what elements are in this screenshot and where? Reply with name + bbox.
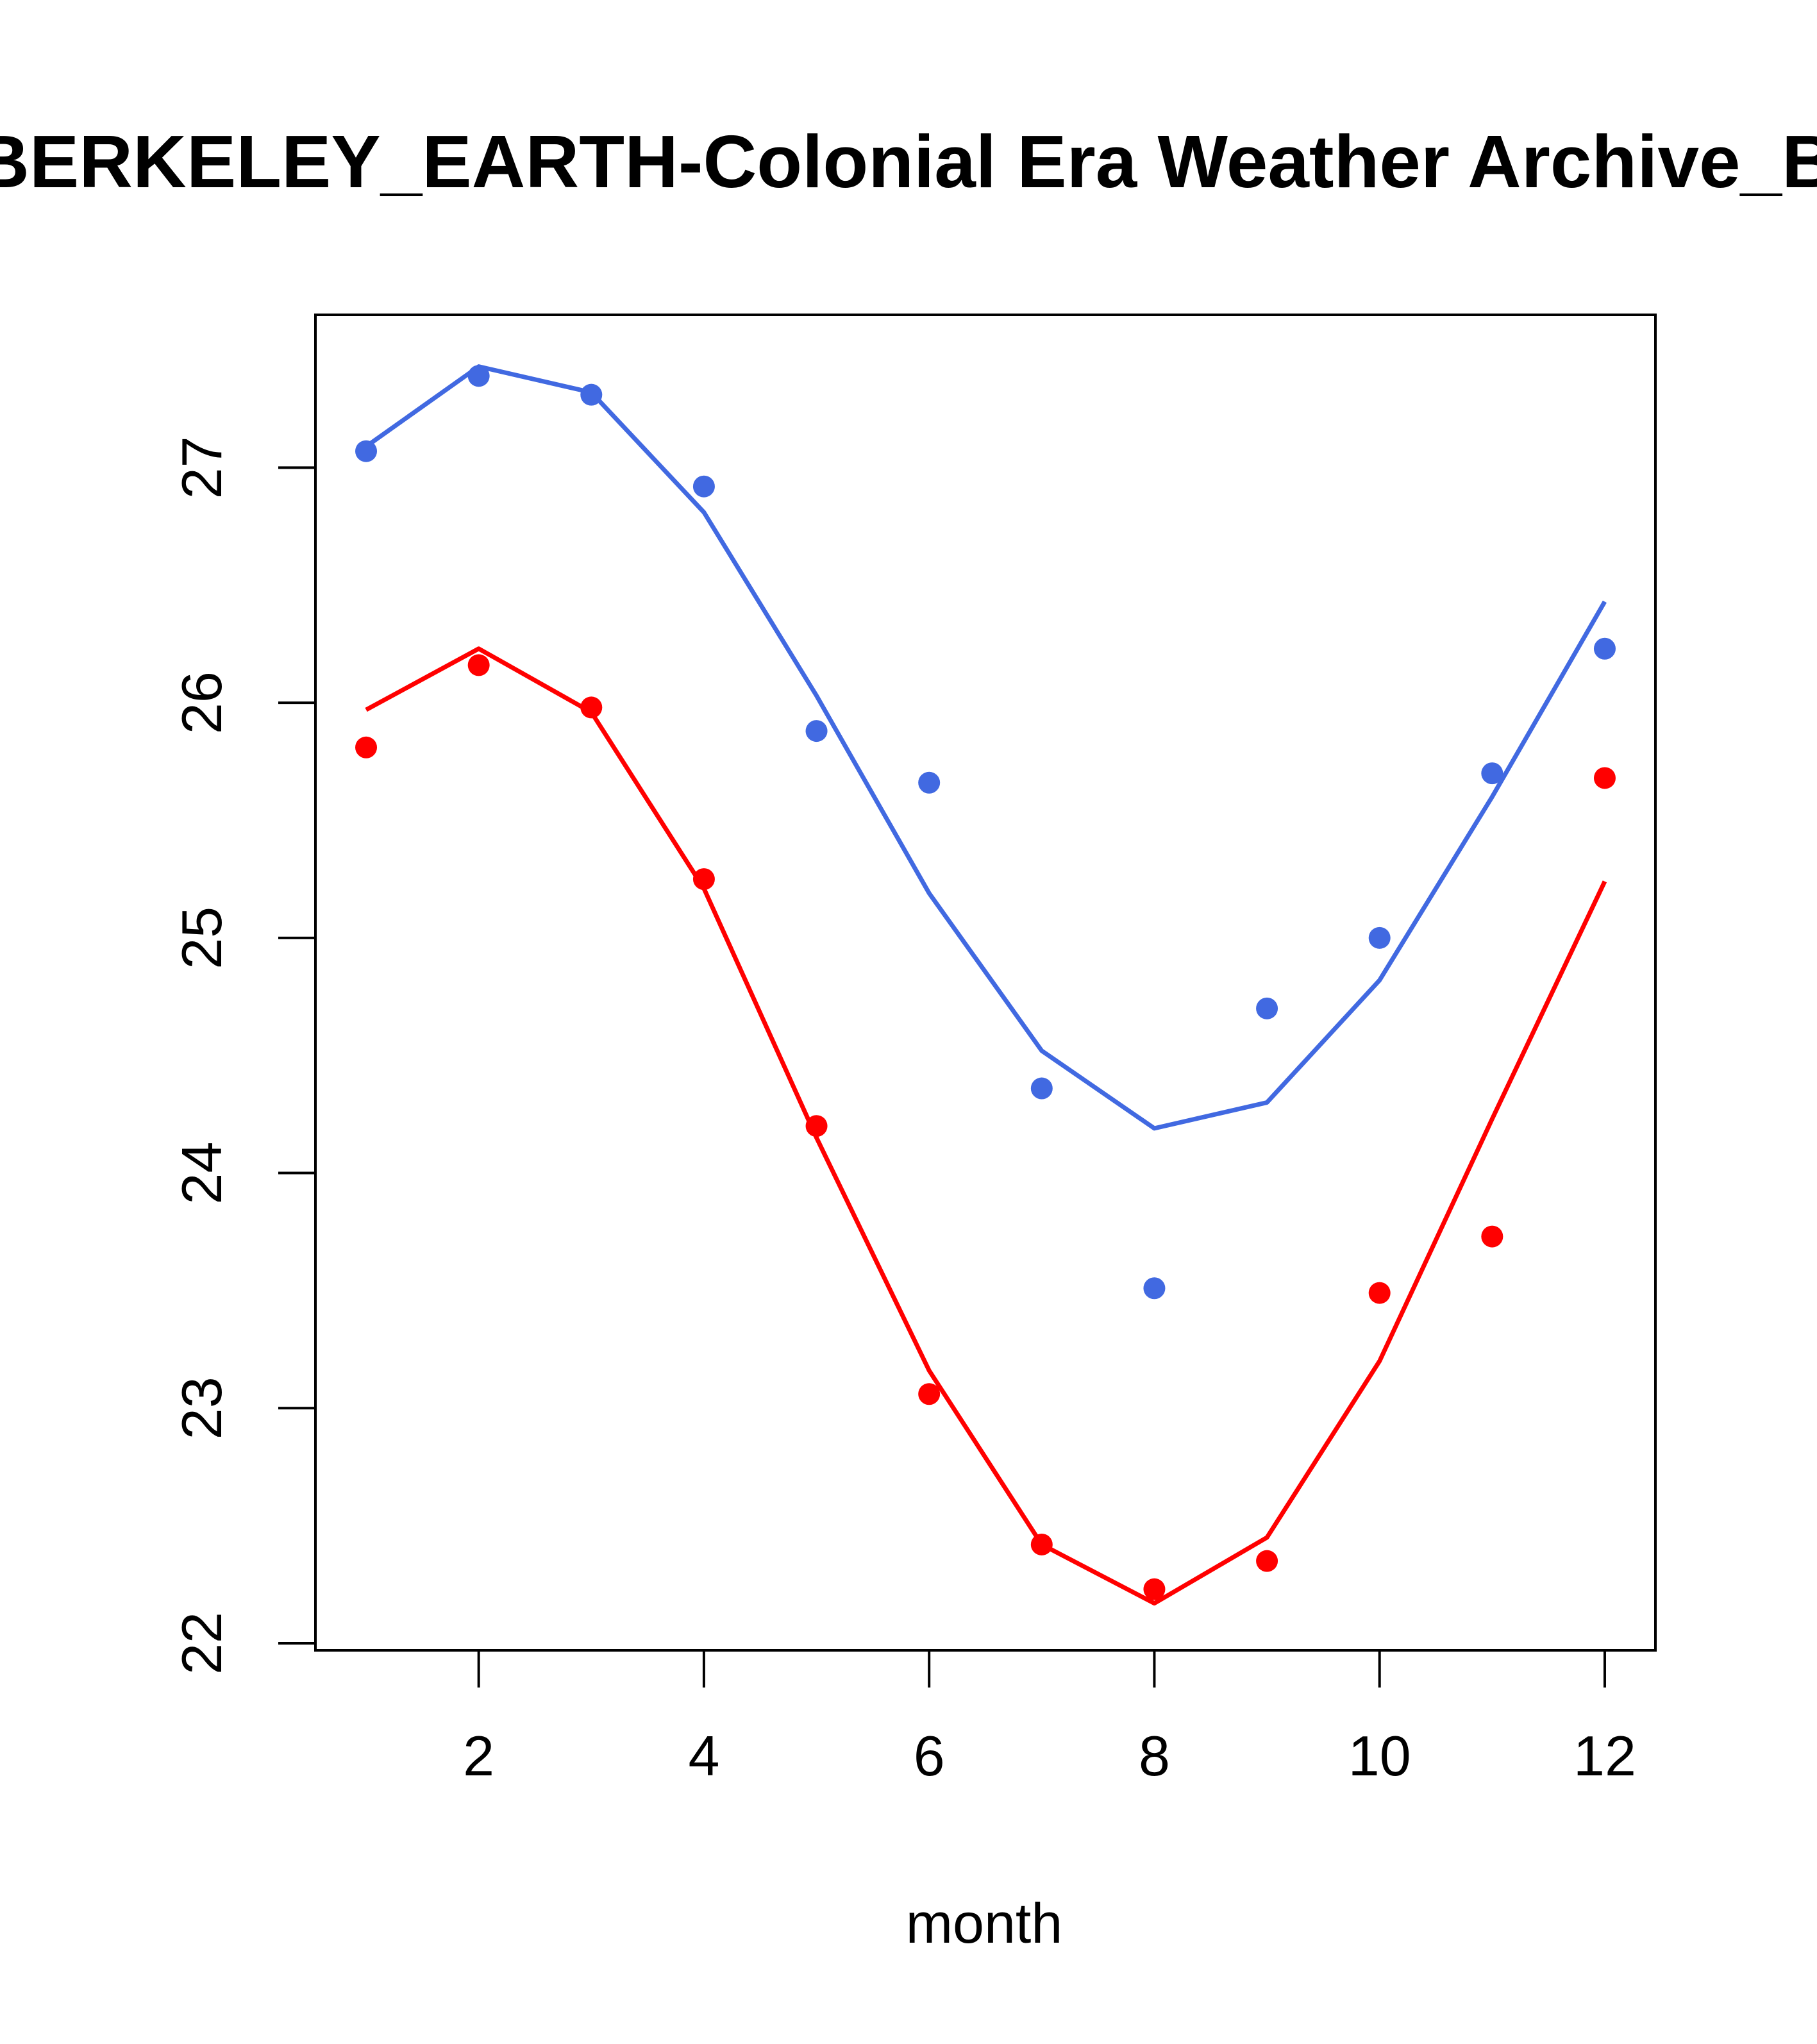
series-2 [355,646,1616,1606]
y-axis: 22 23 24 25 26 27 [170,436,317,1675]
x-axis-label: month [906,1891,1063,1955]
series-2-point [580,696,603,719]
series-2-point [467,654,490,676]
y-tick-label: 26 [170,671,233,734]
y-tick-label: 24 [170,1142,233,1205]
series-layer [355,364,1616,1606]
series-1-point [1030,1077,1053,1100]
series-2-point [1368,1282,1391,1304]
series-1-line [365,364,1607,1131]
series-1-point [1593,637,1616,660]
plot-frame [314,314,1657,1652]
series-2-point [692,868,715,891]
series-2-point [1593,767,1616,789]
series-1-point [355,440,378,462]
y-tick-label: 25 [170,907,233,969]
x-tick-label: 4 [688,1724,719,1788]
series-2-point [1256,1550,1278,1572]
series-1-point [580,383,603,406]
y-tick-label: 23 [170,1377,233,1439]
series-1-point [918,771,941,794]
series-2-point [1030,1533,1053,1555]
series-1-point [1481,762,1503,785]
series-1-point [1368,926,1391,949]
series-2-point [355,736,378,758]
x-tick-label: 12 [1573,1724,1636,1788]
x-tick-label: 2 [463,1724,494,1788]
series-1-point [805,720,828,742]
y-tick-label: 27 [170,436,233,499]
series-2-line [365,646,1607,1606]
x-axis: 2 4 6 8 10 12 [463,1649,1636,1788]
series-1-point [467,365,490,387]
chart-title: BERKELEY_EARTH-Colonial Era Weather Arch… [0,120,1817,203]
y-tick-label: 22 [170,1612,233,1675]
series-2-point [1481,1225,1503,1248]
series-1-point [692,475,715,498]
x-tick-label: 8 [1139,1724,1170,1788]
x-tick-label: 6 [914,1724,945,1788]
series-1 [355,364,1616,1300]
x-tick-label: 10 [1348,1724,1411,1788]
series-2-point [805,1115,828,1137]
series-1-point [1143,1277,1166,1300]
series-2-point [918,1383,941,1405]
series-1-point [1256,997,1278,1019]
series-2-point [1143,1578,1166,1600]
